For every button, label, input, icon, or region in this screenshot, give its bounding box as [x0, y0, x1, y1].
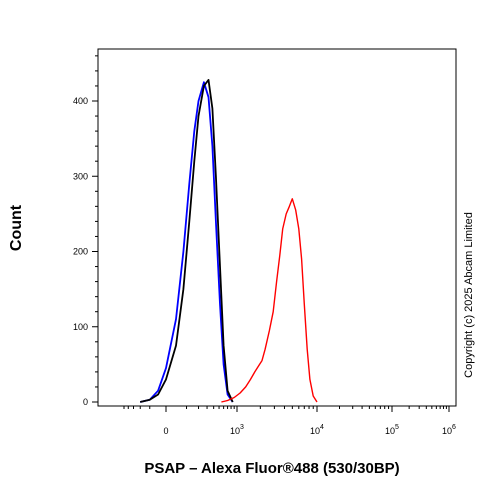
y-tick-label: 300	[73, 171, 88, 181]
histogram-series-2	[139, 79, 234, 403]
y-tick-label: 400	[73, 96, 88, 106]
x-tick-exponent: 3	[240, 424, 244, 431]
x-tick-label: 105	[385, 424, 399, 436]
x-tick-base: 10	[230, 426, 240, 436]
histogram-series-1	[139, 81, 234, 403]
x-tick-exponent: 6	[452, 424, 456, 431]
x-tick-label: 103	[230, 424, 244, 436]
x-tick-label: 106	[442, 424, 456, 436]
x-tick-exponent: 4	[320, 424, 324, 431]
x-tick-base: 10	[310, 426, 320, 436]
histogram-series-3	[221, 198, 318, 403]
plot-frame	[97, 48, 457, 407]
series-group	[139, 79, 318, 403]
x-tick-label: 0	[163, 426, 168, 436]
y-tick-label: 100	[73, 322, 88, 332]
x-tick-base: 0	[163, 426, 168, 436]
y-tick-label: 0	[83, 397, 88, 407]
x-axis-title: PSAP – Alexa Fluor®488 (530/30BP)	[144, 460, 399, 477]
y-axis: 0 100 200 300 400	[73, 55, 98, 407]
y-tick-label: 200	[73, 247, 88, 257]
x-axis: 0 103 104 105 106	[123, 406, 456, 436]
x-tick-exponent: 5	[395, 424, 399, 431]
x-tick-base: 10	[385, 426, 395, 436]
y-axis-title: Count	[8, 204, 25, 251]
x-tick-base: 10	[442, 426, 452, 436]
copyright-text: Copyright (c) 2025 Abcam Limited	[463, 212, 475, 378]
x-tick-label: 104	[310, 424, 324, 436]
